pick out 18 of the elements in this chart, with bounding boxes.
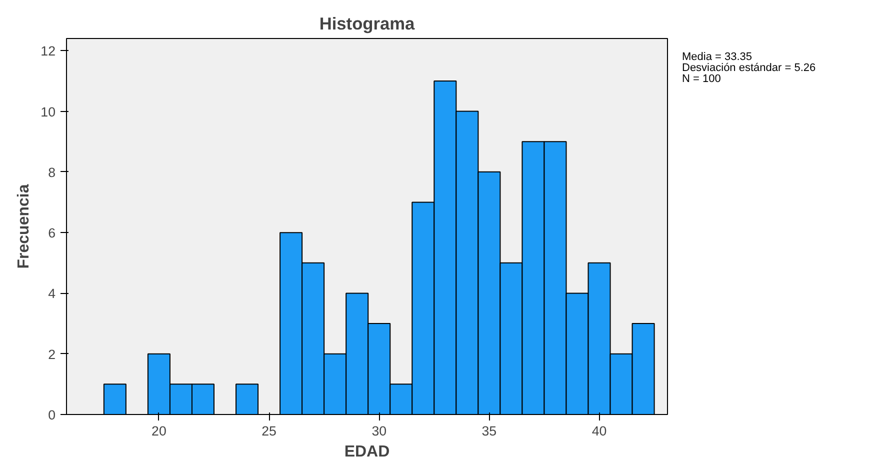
- y-tick-label: 12: [40, 44, 56, 59]
- text: Media = 33.35: [682, 51, 752, 63]
- y-tick-label: 4: [48, 286, 56, 302]
- x-tick-label: 40: [592, 424, 607, 438]
- text: Desviación estándar = 5.26: [682, 62, 816, 74]
- y-tick-label: 8: [48, 164, 56, 180]
- x-tick-label: 30: [372, 424, 387, 438]
- chart-title: Histograma: [319, 14, 416, 34]
- y-axis-title: Frecuencia: [16, 184, 33, 269]
- y-tick-label: 6: [48, 226, 56, 241]
- x-tick-label: 25: [262, 424, 276, 438]
- x-tick-label: 20: [152, 424, 166, 438]
- text: N = 100: [682, 73, 721, 85]
- y-tick-label: 0: [48, 408, 56, 422]
- x-tick-label: 35: [482, 424, 497, 438]
- x-axis-title: EDAD: [344, 444, 390, 460]
- y-tick-label: 10: [40, 104, 56, 120]
- y-tick-label: 2: [48, 346, 56, 362]
